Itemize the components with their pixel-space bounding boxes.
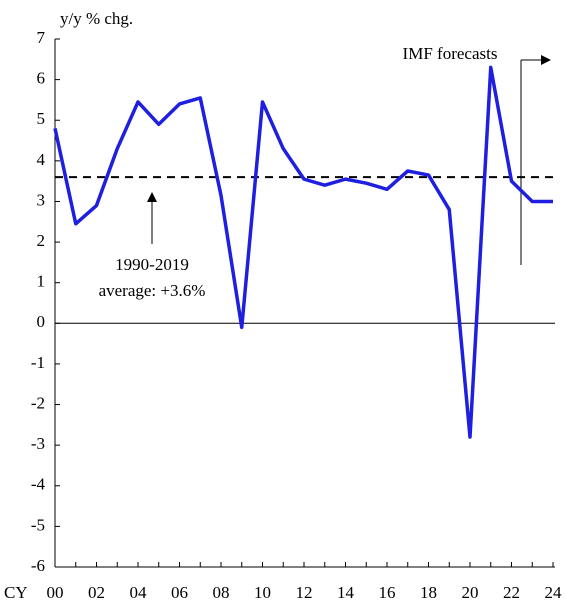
y-tick-label: 6: [37, 69, 46, 88]
x-tick-label: 02: [88, 583, 105, 602]
x-tick-label: 22: [503, 583, 520, 602]
y-tick-label: -5: [31, 515, 45, 534]
average-annotation: average: +3.6%: [99, 281, 206, 300]
forecast-annotation: IMF forecasts: [403, 44, 498, 63]
x-tick-label: 20: [462, 583, 479, 602]
y-axis-label: y/y % chg.: [60, 9, 133, 28]
x-tick-label: 14: [337, 583, 355, 602]
y-tick-label: 0: [37, 312, 46, 331]
y-tick-label: -4: [31, 475, 46, 494]
y-tick-label: 1: [37, 272, 46, 291]
y-tick-label: 4: [37, 150, 46, 169]
x-tick-label: 04: [130, 583, 148, 602]
x-axis-label: CY: [4, 583, 28, 602]
y-tick-label: -3: [31, 434, 45, 453]
average-annotation: 1990-2019: [115, 255, 189, 274]
data-line: [53, 65, 553, 439]
x-tick-label: 18: [420, 583, 437, 602]
y-tick-label: 7: [37, 28, 46, 47]
x-tick-label: 24: [545, 583, 563, 602]
x-tick-label: 10: [254, 583, 271, 602]
x-tick-label: 16: [379, 583, 396, 602]
x-tick-label: 06: [171, 583, 188, 602]
y-tick-label: -1: [31, 353, 45, 372]
y-tick-label: 5: [37, 109, 46, 128]
y-tick-label: 3: [37, 190, 46, 209]
y-tick-label: 2: [37, 231, 46, 250]
x-tick-label: 12: [296, 583, 313, 602]
x-tick-label: 00: [47, 583, 64, 602]
x-tick-label: 08: [213, 583, 230, 602]
y-tick-label: -2: [31, 393, 45, 412]
y-tick-label: -6: [31, 556, 45, 575]
